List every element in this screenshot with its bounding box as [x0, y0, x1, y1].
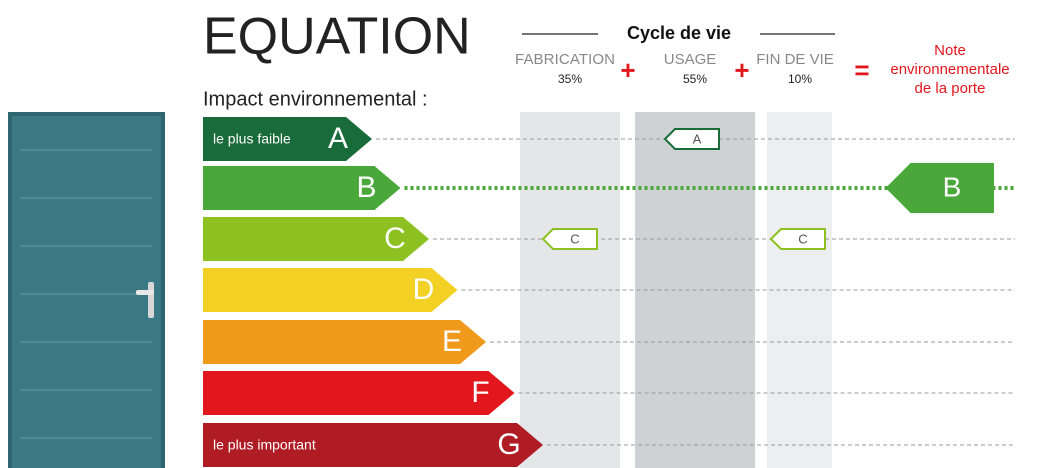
rating-letter: F [471, 376, 489, 409]
rating-tag-letter: C [798, 231, 807, 246]
stage-share: 55% [683, 72, 707, 86]
rating-letter: C [384, 222, 406, 255]
rating-letter: E [442, 325, 462, 358]
stage-name: USAGE [664, 51, 717, 68]
operator: + [620, 55, 635, 85]
rating-tag-letter: A [693, 131, 702, 146]
rating-bar [203, 371, 515, 415]
rating-letter: G [497, 428, 520, 461]
stage-share: 10% [788, 72, 812, 86]
rating-tag-letter: C [570, 231, 579, 246]
rating-tag-letter: B [943, 171, 962, 202]
result-label: environnementale [890, 61, 1009, 78]
rating-letter: D [413, 273, 435, 306]
door-image [8, 112, 165, 468]
rating-label: le plus important [213, 437, 316, 453]
rating-label: le plus faible [213, 131, 291, 147]
rating-letter: B [356, 171, 376, 204]
infographic: EQUATION Impact environnemental : Cycle … [0, 0, 1042, 468]
rating-letter: A [328, 122, 348, 155]
stage-name: FABRICATION [515, 51, 615, 68]
rating-tag [887, 164, 993, 212]
result-label: Note [934, 42, 966, 59]
title: EQUATION [203, 8, 471, 66]
operator: + [734, 55, 749, 85]
lifecycle-title: Cycle de vie [627, 23, 731, 43]
stage-name: FIN DE VIE [756, 51, 834, 68]
operator: = [854, 55, 869, 85]
stage-share: 35% [558, 72, 582, 86]
result-label: de la porte [915, 80, 986, 97]
subtitle: Impact environnemental : [203, 88, 428, 110]
